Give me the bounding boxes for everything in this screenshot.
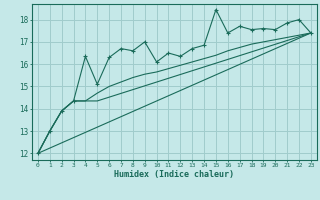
X-axis label: Humidex (Indice chaleur): Humidex (Indice chaleur) [115, 170, 234, 179]
